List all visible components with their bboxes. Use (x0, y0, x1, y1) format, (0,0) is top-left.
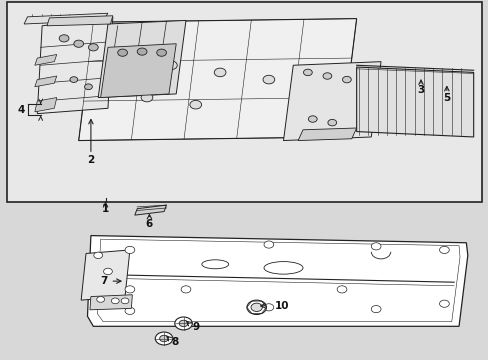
Polygon shape (24, 13, 108, 24)
Polygon shape (47, 16, 113, 26)
Circle shape (342, 76, 350, 83)
Polygon shape (356, 67, 473, 137)
Polygon shape (298, 128, 356, 140)
Polygon shape (37, 17, 113, 114)
Circle shape (336, 286, 346, 293)
Circle shape (439, 300, 448, 307)
Text: 10: 10 (274, 301, 288, 311)
Circle shape (250, 303, 262, 311)
Circle shape (323, 73, 331, 79)
Circle shape (125, 286, 135, 293)
Circle shape (74, 40, 83, 47)
Circle shape (308, 116, 317, 122)
Circle shape (214, 68, 225, 77)
Circle shape (70, 77, 78, 82)
Polygon shape (79, 19, 356, 140)
Circle shape (157, 49, 166, 56)
Circle shape (84, 84, 92, 90)
Polygon shape (283, 62, 380, 140)
Circle shape (125, 246, 135, 253)
Polygon shape (81, 250, 130, 300)
Circle shape (125, 307, 135, 315)
Circle shape (263, 75, 274, 84)
Circle shape (189, 100, 201, 109)
Circle shape (264, 241, 273, 248)
Polygon shape (87, 235, 467, 326)
Circle shape (141, 93, 153, 102)
Circle shape (94, 252, 102, 258)
Text: 4: 4 (18, 105, 25, 115)
Circle shape (118, 49, 127, 56)
Circle shape (264, 304, 273, 311)
Circle shape (159, 335, 168, 342)
Circle shape (165, 61, 177, 69)
Polygon shape (135, 205, 166, 215)
Circle shape (97, 297, 104, 302)
Text: 3: 3 (417, 85, 424, 95)
Circle shape (439, 246, 448, 253)
Polygon shape (101, 44, 176, 98)
Polygon shape (35, 54, 57, 65)
Circle shape (137, 48, 147, 55)
Circle shape (303, 69, 312, 76)
Circle shape (181, 286, 190, 293)
Circle shape (88, 44, 98, 51)
Circle shape (155, 332, 172, 345)
Bar (6, 3, 482, 202)
Text: 1: 1 (102, 204, 109, 215)
Circle shape (174, 317, 192, 330)
Text: 5: 5 (442, 93, 449, 103)
Circle shape (103, 268, 112, 275)
Text: 8: 8 (171, 337, 179, 347)
Polygon shape (35, 76, 57, 87)
Text: 7: 7 (100, 276, 107, 286)
Circle shape (179, 320, 187, 327)
Polygon shape (35, 98, 57, 112)
Circle shape (59, 35, 69, 42)
Circle shape (327, 120, 336, 126)
Circle shape (111, 298, 119, 304)
Polygon shape (98, 21, 185, 98)
Circle shape (370, 306, 380, 313)
Circle shape (246, 300, 266, 315)
Text: 2: 2 (87, 155, 94, 165)
Polygon shape (90, 295, 132, 310)
Text: 6: 6 (145, 219, 153, 229)
Text: 9: 9 (192, 322, 199, 332)
Circle shape (121, 298, 129, 304)
Circle shape (370, 243, 380, 250)
